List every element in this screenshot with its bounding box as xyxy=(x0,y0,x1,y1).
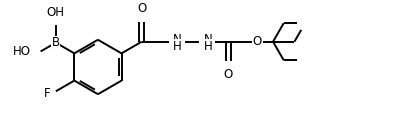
Text: F: F xyxy=(44,87,51,100)
Text: B: B xyxy=(52,36,60,49)
Text: H: H xyxy=(204,40,212,53)
Text: H: H xyxy=(173,40,182,53)
Text: O: O xyxy=(137,2,146,15)
Text: N: N xyxy=(204,33,212,46)
Text: HO: HO xyxy=(13,45,31,58)
Text: N: N xyxy=(173,33,182,46)
Text: O: O xyxy=(224,68,233,81)
Text: OH: OH xyxy=(47,6,65,19)
Text: O: O xyxy=(253,35,262,48)
